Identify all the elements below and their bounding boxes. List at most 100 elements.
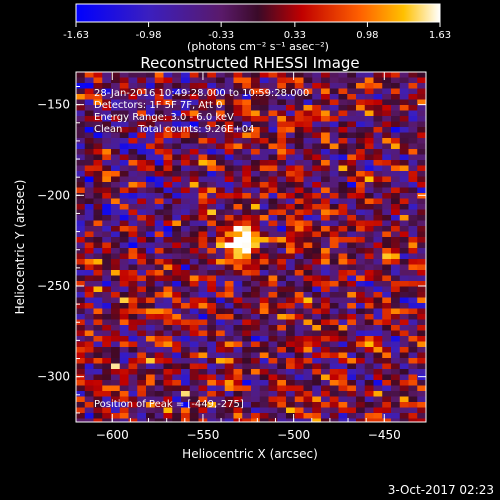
heatmap-cell [242,374,252,381]
heatmap-cell [364,369,374,375]
heatmap-cell [356,242,366,249]
heatmap-cell [251,418,261,422]
heatmap-cell [286,165,296,172]
heatmap-cell [391,209,401,216]
heatmap-cell [102,270,112,276]
heatmap-cell [391,314,401,320]
heatmap-cell [102,160,112,166]
heatmap-cell [242,319,252,326]
heatmap-cell [259,242,269,249]
heatmap-cell [224,176,234,183]
heatmap-cell [93,198,103,205]
heatmap-cell [172,402,182,408]
heatmap-cell [181,402,191,408]
heatmap-cell [111,215,121,221]
heatmap-cell [356,391,366,397]
heatmap-cell [364,171,374,177]
heatmap-cell [128,286,138,293]
heatmap-cell [233,363,243,370]
heatmap-cell [146,319,156,326]
heatmap-cell [303,275,313,282]
heatmap-cell [93,303,103,309]
heatmap-cell [417,99,426,106]
heatmap-cell [277,176,287,183]
heatmap-cell [128,396,138,403]
heatmap-cell [294,72,304,78]
heatmap-cell [408,110,418,117]
heatmap-cell [207,198,217,205]
heatmap-cell [93,220,103,227]
heatmap-cell [172,396,182,403]
heatmap-cell [216,330,226,337]
heatmap-cell [76,171,86,177]
heatmap-cell [286,270,296,276]
heatmap-cell [216,275,226,282]
heatmap-cell [277,149,287,155]
heatmap-cell [102,363,112,370]
heatmap-cell [329,413,339,419]
heatmap-cell [259,105,269,111]
heatmap-cell [189,292,199,298]
heatmap-cell [399,149,409,155]
heatmap-cell [277,297,287,304]
heatmap-cell [189,264,199,271]
heatmap-cell [181,264,191,271]
heatmap-cell [102,380,112,386]
heatmap-cell [347,253,357,260]
heatmap-cell [216,325,226,331]
heatmap-cell [163,281,173,287]
heatmap-cell [154,165,164,172]
heatmap-cell [172,407,182,414]
heatmap-cell [391,242,401,249]
heatmap-cell [382,160,392,166]
heatmap-cell [76,72,86,78]
heatmap-cell [137,160,147,166]
heatmap-cell [102,275,112,282]
heatmap-cell [189,336,199,342]
heatmap-cell [364,374,374,381]
heatmap-cell [356,248,366,254]
heatmap-cell [408,297,418,304]
heatmap-cell [128,275,138,282]
heatmap-cell [277,259,287,265]
heatmap-cell [154,325,164,331]
heatmap-cell [137,110,147,117]
heatmap-cell [312,303,322,309]
heatmap-cell [128,314,138,320]
heatmap-cell [137,215,147,221]
heatmap-cell [76,358,86,364]
heatmap-cell [329,325,339,331]
heatmap-cell [154,281,164,287]
heatmap-cell [233,303,243,309]
heatmap-cell [356,407,366,414]
heatmap-cell [172,160,182,166]
heatmap-cell [391,385,401,392]
heatmap-cell [198,209,208,216]
heatmap-cell [84,314,94,320]
heatmap-cell [286,374,296,381]
heatmap-cell [242,165,252,172]
heatmap-cell [251,110,261,117]
heatmap-cell [189,275,199,282]
heatmap-cell [181,198,191,205]
heatmap-cell [321,132,331,139]
heatmap-cell [119,237,129,243]
heatmap-cell [154,160,164,166]
heatmap-cell [216,160,226,166]
heatmap-cell [198,171,208,177]
heatmap-cell [137,99,147,106]
heatmap-cell [137,391,147,397]
heatmap-cell [224,292,234,298]
heatmap-cell [146,209,156,216]
heatmap-cell [408,138,418,144]
heatmap-cell [163,99,173,106]
heatmap-cell [224,242,234,249]
heatmap-cell [286,248,296,254]
heatmap-cell [329,220,339,227]
heatmap-cell [408,352,418,359]
heatmap-cell [382,226,392,232]
heatmap-cell [233,270,243,276]
heatmap-cell [163,270,173,276]
heatmap-cell [102,132,112,139]
heatmap-cell [303,352,313,359]
